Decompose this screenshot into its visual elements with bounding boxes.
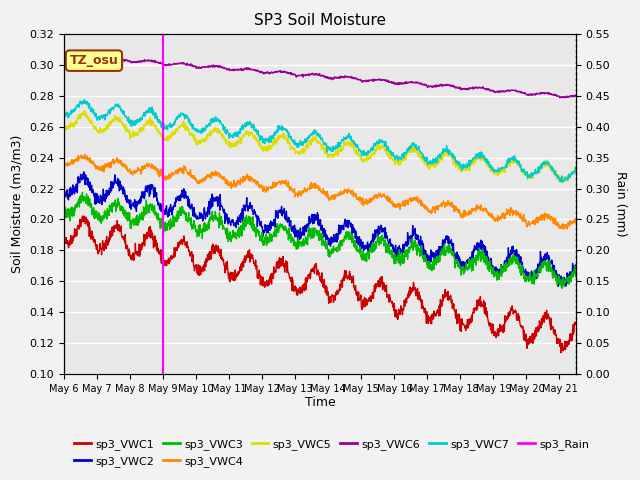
Y-axis label: Rain (mm): Rain (mm) [614,171,627,237]
X-axis label: Time: Time [305,396,335,408]
Text: TZ_osu: TZ_osu [70,54,118,67]
Y-axis label: Soil Moisture (m3/m3): Soil Moisture (m3/m3) [11,135,24,273]
Title: SP3 Soil Moisture: SP3 Soil Moisture [254,13,386,28]
Legend: sp3_VWC1, sp3_VWC2, sp3_VWC3, sp3_VWC4, sp3_VWC5, sp3_VWC6, sp3_VWC7, sp3_Rain: sp3_VWC1, sp3_VWC2, sp3_VWC3, sp3_VWC4, … [70,435,594,471]
